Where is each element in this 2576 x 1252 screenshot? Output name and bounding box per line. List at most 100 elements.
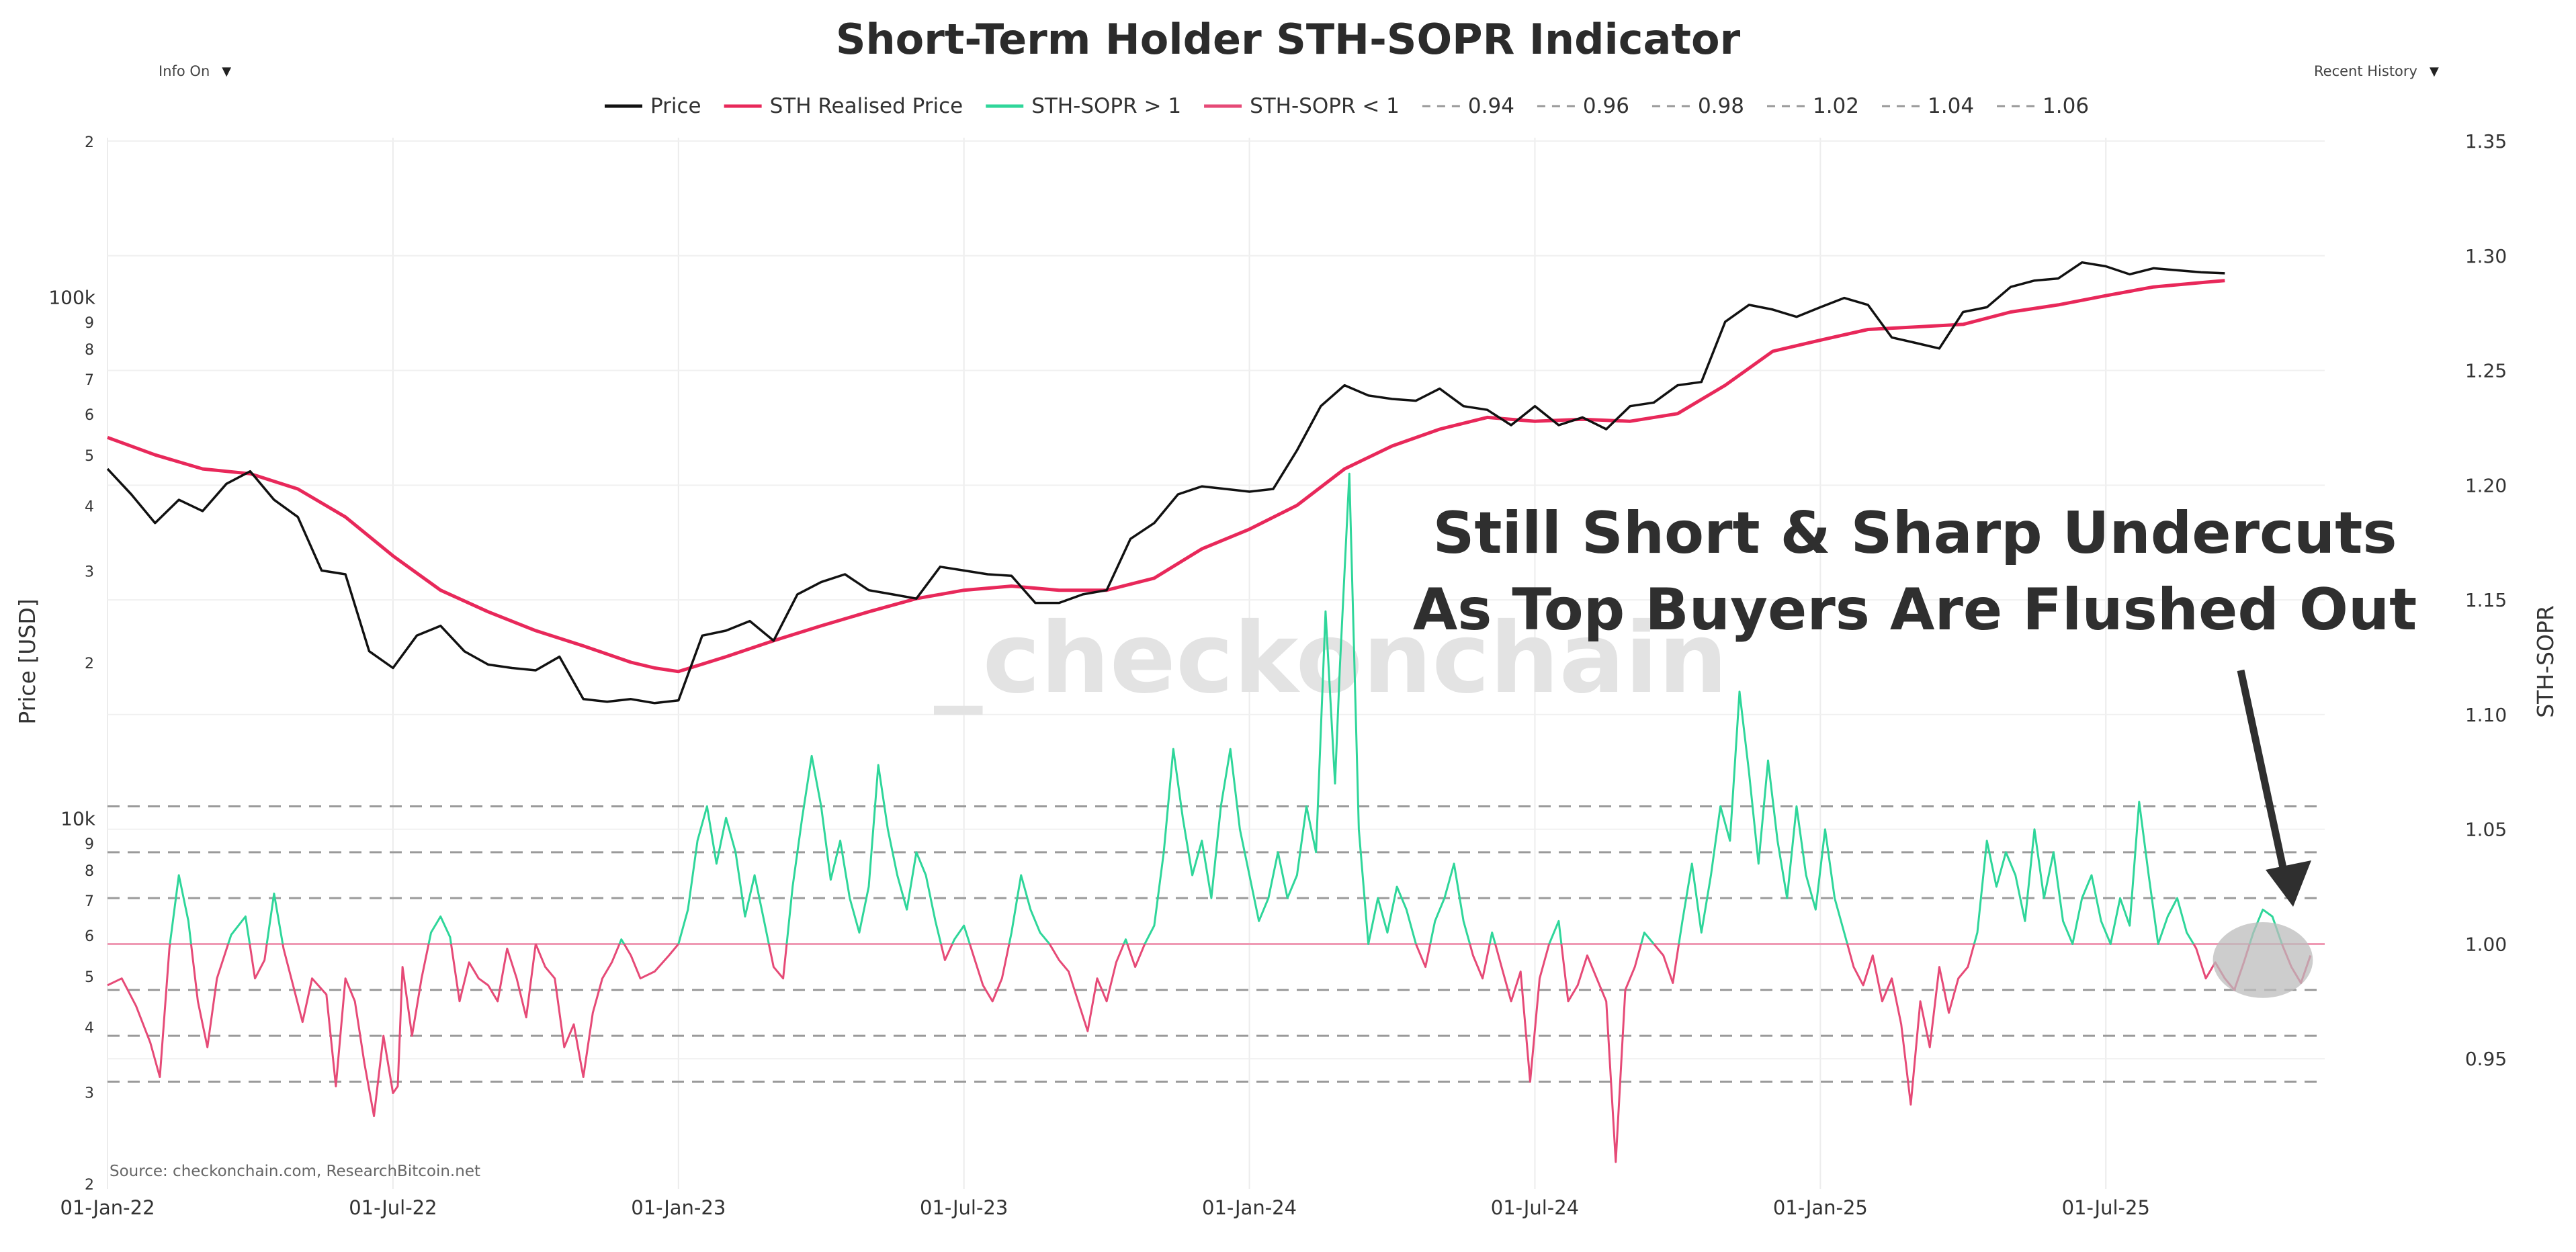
info-toggle-label: Info On <box>159 63 210 79</box>
legend-label: 1.02 <box>1813 94 1859 118</box>
sopr-above-segment <box>1008 874 1051 945</box>
arrow-head <box>2266 860 2311 907</box>
source-note: Source: checkonchain.com, ResearchBitcoi… <box>110 1163 480 1180</box>
info-toggle[interactable]: Info On ▼ <box>142 55 248 87</box>
x-axis-ticks: 01-Jan-22 01-Jul-22 01-Jan-23 01-Jul-23 01-J… <box>60 1196 2149 1219</box>
right-tick-label: 1.35 <box>2465 130 2507 152</box>
left-axis-ticks: 2 3 4 5 6 7 8 9 10k 2 3 4 5 6 7 8 9 100k 2 <box>48 134 95 1194</box>
sopr-below-segment <box>449 944 537 1019</box>
series-sth-realised-price <box>107 279 2225 674</box>
left-tick-label: 100k <box>48 287 95 309</box>
right-tick-label: 0.95 <box>2465 1048 2507 1070</box>
right-tick-label: 1.25 <box>2465 360 2507 382</box>
sopr-above-segment <box>951 924 971 945</box>
legend-label: Price <box>650 94 701 118</box>
sopr-above-segment <box>785 754 942 944</box>
legend-item: STH Realised Price <box>724 94 963 118</box>
sopr-above-segment <box>169 874 192 944</box>
right-tick-label: 1.10 <box>2465 704 2507 726</box>
right-axis-ticks: 0.95 1.00 1.05 1.10 1.15 1.20 1.25 1.30 1.35 <box>2465 130 2507 1070</box>
left-tick-label: 6 <box>85 928 94 945</box>
sopr-above-segment <box>427 915 452 944</box>
left-tick-label: 8 <box>85 342 94 359</box>
sopr-below-segment <box>1560 944 1643 1163</box>
x-tick-label: 01-Jul-24 <box>1491 1196 1579 1219</box>
left-tick-label: 5 <box>85 969 94 986</box>
sopr-above-segment <box>227 915 251 944</box>
sopr-below-segment <box>1048 943 1125 1032</box>
legend-item: 0.94 <box>1422 94 1514 118</box>
sopr-above-segment <box>1640 931 1655 945</box>
sopr-above-segment <box>677 805 770 944</box>
history-selector-label: Recent History <box>2314 63 2417 79</box>
legend-label: 0.94 <box>1468 94 1514 118</box>
sopr-below-segment <box>189 943 230 1048</box>
series-price <box>106 261 2225 705</box>
right-tick-label: 1.00 <box>2465 933 2507 955</box>
left-tick-label: 6 <box>85 407 94 424</box>
sopr-above-segment <box>1429 862 1471 944</box>
chevron-down-icon: ▼ <box>222 64 232 79</box>
annotation-line-2: As Top Buyers Are Flushed Out <box>1413 576 2417 643</box>
sopr-below-segment <box>1469 944 1491 980</box>
sopr-below-segment <box>1494 943 1551 1083</box>
sopr-below-segment <box>282 944 430 1118</box>
sopr-below-segment <box>1415 943 1432 969</box>
sopr-below-segment <box>1653 943 1680 984</box>
legend-item: 0.96 <box>1537 94 1629 118</box>
x-tick-label: 01-Jan-23 <box>631 1196 726 1219</box>
legend-item: 1.06 <box>1997 94 2089 118</box>
x-tick-label: 01-Jan-22 <box>60 1196 155 1219</box>
sopr-below-segment <box>968 943 1011 1003</box>
right-tick-label: 1.15 <box>2465 589 2507 611</box>
chart-title: Short-Term Holder STH-SOPR Indicator <box>836 15 1741 64</box>
sopr-below-segment <box>940 943 953 961</box>
left-tick-label: 2 <box>85 134 94 151</box>
left-tick-label: 4 <box>85 498 94 515</box>
history-selector[interactable]: Recent History ▼ <box>2298 55 2455 87</box>
left-tick-label: 9 <box>85 315 94 332</box>
sopr-above-segment <box>1973 801 2195 945</box>
left-tick-label: 10k <box>60 808 96 830</box>
sopr-below-segment <box>249 944 268 980</box>
right-tick-label: 1.20 <box>2465 474 2507 496</box>
y-left-axis-label: Price [USD] <box>14 598 40 724</box>
legend-label: 0.98 <box>1698 94 1744 118</box>
x-tick-label: 01-Jul-22 <box>349 1196 437 1219</box>
legend-label: 1.06 <box>2043 94 2089 118</box>
legend-label: STH Realised Price <box>770 94 963 118</box>
legend: Price STH Realised Price STH-SOPR > 1 STH-S… <box>605 94 2089 118</box>
sopr-below-segment <box>1846 944 1975 1106</box>
legend-item: 0.98 <box>1651 94 1744 118</box>
sopr-above-segment <box>1488 931 1496 944</box>
annotation-arrow <box>2237 669 2311 907</box>
sopr-below-segment <box>1126 943 1146 969</box>
sopr-below-segment <box>623 943 679 980</box>
left-tick-label: 2 <box>85 656 94 672</box>
left-tick-label: 3 <box>85 564 94 580</box>
left-tick-label: 7 <box>85 893 94 910</box>
sopr-above-segment <box>618 938 626 945</box>
left-tick-label: 9 <box>85 836 94 853</box>
annotation-line-1: Still Short & Sharp Undercuts <box>1432 500 2397 567</box>
y-right-axis-label: STH-SOPR <box>2532 605 2559 718</box>
x-tick-label: 01-Jan-25 <box>1773 1196 1868 1219</box>
legend-label: STH-SOPR < 1 <box>1250 94 1400 118</box>
sopr-above-segment <box>1548 920 1563 944</box>
left-tick-label: 3 <box>85 1085 94 1102</box>
arrow-shaft <box>2237 669 2287 869</box>
left-tick-label: 5 <box>85 448 94 465</box>
sopr-below-segment <box>534 943 621 1078</box>
right-tick-label: 1.05 <box>2465 819 2507 841</box>
left-tick-label: 4 <box>85 1020 94 1036</box>
sopr-below-segment <box>107 944 171 1078</box>
legend-item: 1.02 <box>1766 94 1859 118</box>
x-tick-label: 01-Jul-23 <box>920 1196 1008 1219</box>
legend-item: STH-SOPR > 1 <box>986 94 1181 118</box>
sopr-above-segment <box>265 892 284 944</box>
legend-label: 1.04 <box>1928 94 1974 118</box>
chevron-down-icon: ▼ <box>2429 64 2439 79</box>
legend-label: STH-SOPR > 1 <box>1031 94 1181 118</box>
legend-label: 0.96 <box>1583 94 1629 118</box>
